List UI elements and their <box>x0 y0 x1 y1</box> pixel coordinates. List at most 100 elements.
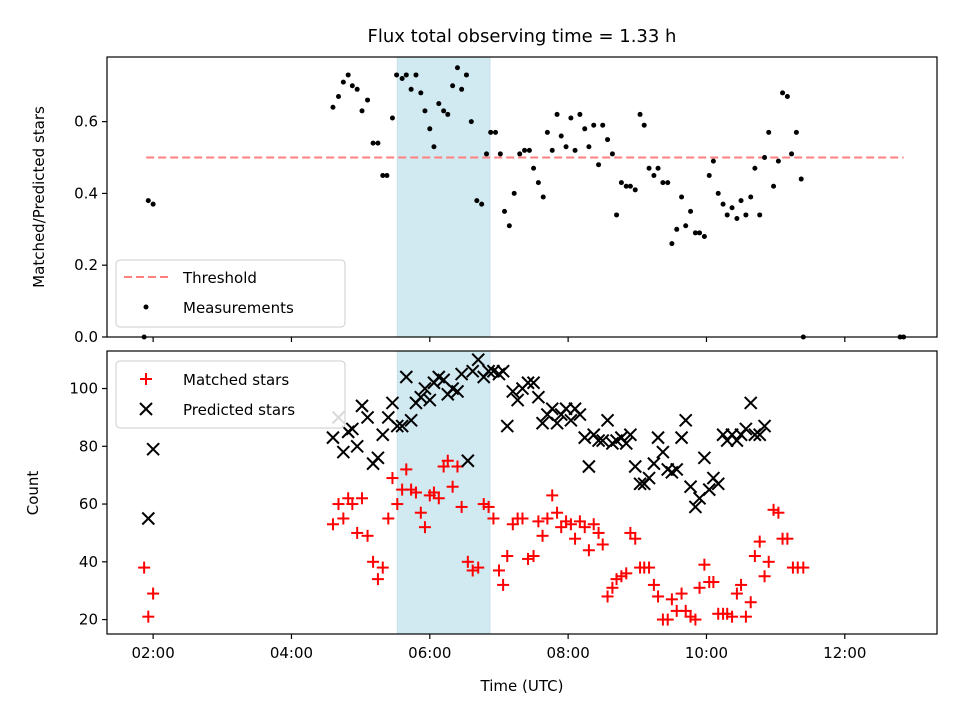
predicted-star-point <box>753 428 767 442</box>
predicted-star-point <box>146 442 160 456</box>
count-y-tick-label: 80 <box>79 437 98 455</box>
measurement-point <box>655 165 661 171</box>
predicted-star-point <box>744 396 758 410</box>
measurement-point <box>511 190 517 196</box>
predicted-star-point <box>423 393 437 407</box>
ratio-highlight-span <box>396 56 491 338</box>
predicted-star-point <box>564 413 578 428</box>
measurement-point <box>540 194 546 200</box>
measurement-point <box>762 155 768 161</box>
matched-star-point <box>492 564 505 577</box>
measurement-point <box>427 126 433 132</box>
measurement-point <box>375 140 381 146</box>
measurement-point <box>605 137 611 143</box>
matched-star-point <box>466 564 479 577</box>
measurement-point <box>389 115 395 121</box>
measurement-point <box>370 140 376 146</box>
matched-star-point <box>414 506 427 519</box>
measurement-point <box>780 90 786 96</box>
measurement-point <box>365 97 371 103</box>
matched-star-point <box>744 596 757 609</box>
count-y-axis-label: Count <box>24 471 42 516</box>
predicted-star-point <box>506 384 520 399</box>
measurement-point <box>665 180 671 186</box>
matched-star-point <box>601 590 614 603</box>
matched-star-point <box>730 587 743 600</box>
measurement-point <box>454 65 460 71</box>
predicted-star-point <box>345 422 360 436</box>
measurement-point <box>568 115 574 121</box>
matched-star-point <box>693 581 706 594</box>
predicted-star-point <box>697 451 712 465</box>
matched-star-point <box>386 472 399 485</box>
measurement-point <box>354 86 360 92</box>
measurement-point <box>399 76 405 82</box>
measurement-point <box>502 208 508 214</box>
predicted-star-point <box>757 419 772 433</box>
predicted-star-point <box>336 445 351 459</box>
ratio-y-tick-label: 0.4 <box>74 184 98 202</box>
measurement-point <box>554 111 560 117</box>
measurement-point <box>771 183 777 189</box>
measurement-point <box>349 83 355 89</box>
predicted-star-point <box>582 459 596 474</box>
predicted-star-point <box>642 471 656 485</box>
measurement-point <box>549 147 555 153</box>
predicted-star-point <box>450 384 465 399</box>
measurement-point <box>646 165 652 171</box>
predicted-star-point <box>628 459 642 474</box>
measurement-point <box>586 144 592 150</box>
predicted-star-point <box>510 393 525 407</box>
matched-star-point <box>647 578 660 591</box>
matched-star-point <box>451 460 464 473</box>
matched-star-point <box>501 550 514 563</box>
legend-matched-plus-icon <box>140 373 152 385</box>
predicted-star-point <box>500 419 514 433</box>
matched-star-point <box>551 506 564 519</box>
measurement-point <box>474 198 480 204</box>
measurement-point <box>743 212 749 218</box>
matched-star-point <box>592 526 605 539</box>
matched-star-point <box>418 521 431 534</box>
predicted-star-point <box>651 430 665 445</box>
count-x-tick-label: 08:00 <box>547 644 590 662</box>
matched-star-point <box>472 561 485 574</box>
measurement-point <box>752 165 758 171</box>
measurement-point <box>403 72 409 78</box>
measurement-point <box>445 111 451 117</box>
matched-star-point <box>536 529 549 542</box>
ratio-y-tick-label: 0.6 <box>74 113 98 131</box>
measurement-point <box>422 108 428 114</box>
matched-star-point <box>578 521 591 534</box>
predicted-star-point <box>390 419 404 433</box>
predicted-star-point <box>702 482 716 497</box>
measurement-point <box>738 198 744 204</box>
predicted-star-point <box>481 364 496 378</box>
legend-measurements-dot-icon <box>143 304 149 310</box>
measurement-point <box>535 180 541 186</box>
count-plot-frame <box>106 350 938 635</box>
measurement-point <box>669 241 675 247</box>
predicted-star-point <box>591 433 606 448</box>
measurement-point <box>596 162 602 168</box>
matched-star-point <box>516 512 529 525</box>
predicted-star-point <box>600 413 615 428</box>
predicted-star-point <box>418 381 432 396</box>
measurement-point <box>345 72 351 78</box>
predicted-star-point <box>521 376 535 390</box>
predicted-star-point <box>656 445 670 459</box>
predicted-star-point <box>371 451 385 465</box>
matched-star-point <box>707 576 720 589</box>
matched-star-point <box>665 593 678 606</box>
predicted-star-point <box>688 500 703 514</box>
matched-star-point <box>564 518 577 531</box>
predicted-star-point <box>619 436 633 451</box>
measurement-point <box>484 151 490 157</box>
matched-star-point <box>400 463 413 476</box>
measurement-point <box>784 93 790 99</box>
matched-star-point <box>532 515 545 528</box>
matched-star-point <box>391 498 404 511</box>
predicted-star-point <box>471 352 485 367</box>
predicted-star-point <box>550 416 564 430</box>
ratio-y-axis-label: Matched/Predicted stars <box>30 106 48 288</box>
